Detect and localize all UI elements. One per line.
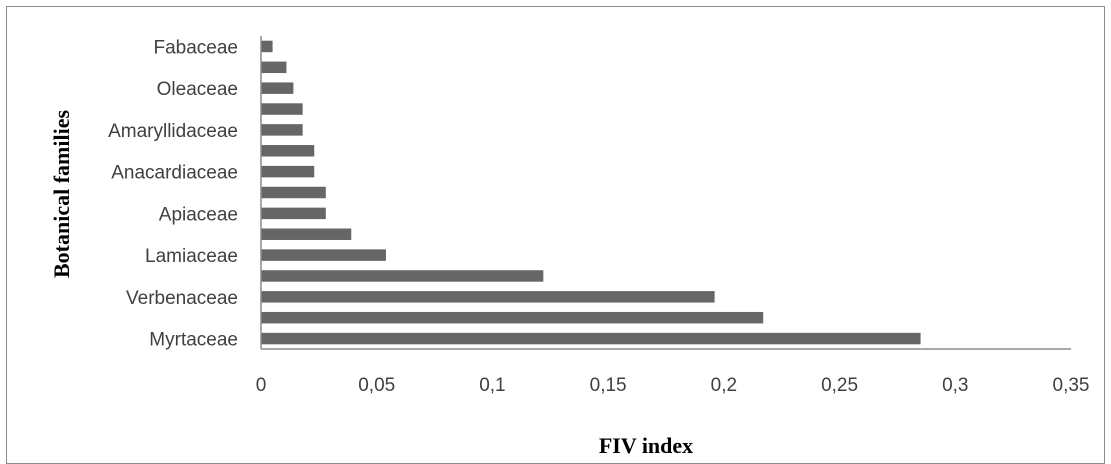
bar-0 <box>261 332 921 345</box>
bar-13 <box>261 61 287 74</box>
bar-10 <box>261 124 303 136</box>
bar-4 <box>261 249 386 261</box>
bar-7 <box>261 186 326 199</box>
x-tick-label: 0,15 <box>590 375 627 396</box>
y-tick-label: Fabaceae <box>153 37 238 58</box>
bar-1 <box>261 311 764 324</box>
bar-14 <box>261 40 273 53</box>
x-axis-title: FIV index <box>599 433 693 458</box>
bar-6 <box>261 207 326 220</box>
x-tick-label: 0,3 <box>942 375 968 396</box>
y-tick-label: Verbenaceae <box>126 288 238 309</box>
y-axis-title: Botanical families <box>49 110 74 278</box>
bars-group <box>261 40 921 345</box>
bar-3 <box>261 270 544 282</box>
chart-frame <box>6 6 1105 464</box>
bar-9 <box>261 145 315 157</box>
x-tick-label: 0,1 <box>479 375 505 396</box>
bar-2 <box>261 291 715 303</box>
y-tick-label: Oleaceae <box>157 79 238 100</box>
y-tick-label: Lamiaceae <box>145 246 238 267</box>
bar-11 <box>261 103 303 115</box>
y-tick-label: Apiaceae <box>159 204 238 225</box>
x-tick-label: 0 <box>256 375 267 396</box>
x-tick-label: 0,05 <box>358 375 395 396</box>
bar-12 <box>261 82 294 94</box>
y-tick-label: Anacardiaceae <box>111 163 238 184</box>
x-tick-label: 0,25 <box>821 375 858 396</box>
x-tick-labels: 0 0,05 0,1 0,15 0,2 0,25 0,3 0,35 <box>256 375 1090 396</box>
y-tick-labels: Myrtaceae Verbenaceae Lamiaceae Apiaceae Ana… <box>108 37 238 350</box>
y-tick-label: Myrtaceae <box>149 330 238 351</box>
y-tick-label: Amaryllidaceae <box>108 121 238 142</box>
bar-8 <box>261 165 315 178</box>
x-tick-label: 0,2 <box>711 375 737 396</box>
x-tick-label: 0,35 <box>1053 375 1090 396</box>
bar-5 <box>261 228 352 240</box>
